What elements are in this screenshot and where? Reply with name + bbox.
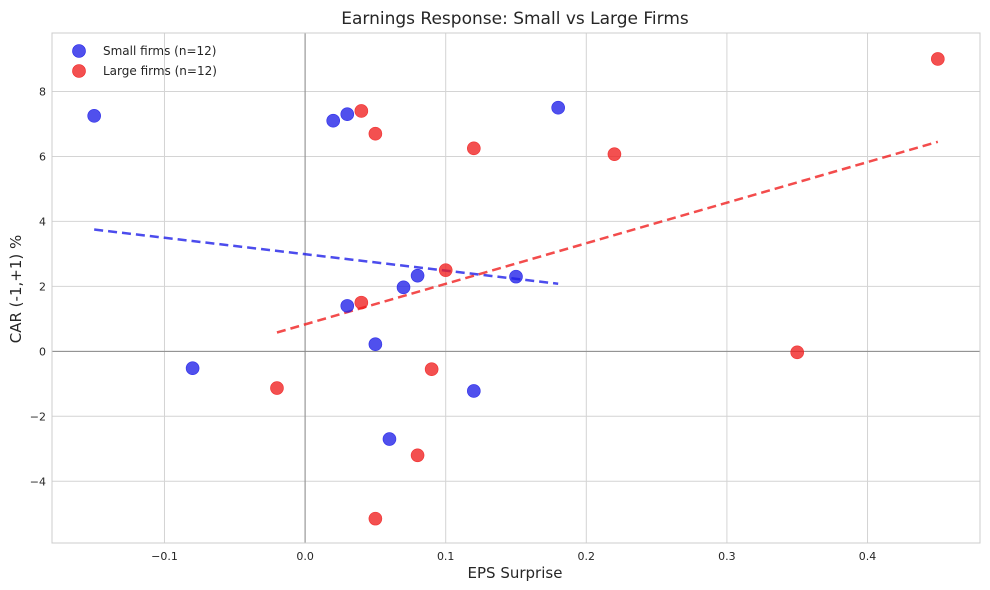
y-tick-label: −2 (30, 410, 46, 423)
x-tick-label: 0.1 (437, 550, 455, 563)
point-small-firms (509, 269, 523, 284)
point-large-firms (270, 381, 284, 395)
point-small-firms (340, 107, 355, 122)
y-tick-label: 0 (39, 345, 46, 358)
trend-lines (94, 140, 939, 334)
y-tick-label: 8 (39, 85, 46, 98)
point-small-firms (396, 280, 411, 295)
trend-line-large-firms (276, 140, 939, 334)
data-points (87, 52, 945, 526)
point-small-firms (340, 299, 355, 313)
point-small-firms (410, 268, 425, 283)
plot-frame (51, 32, 981, 544)
y-tick-label: −4 (30, 475, 46, 488)
chart-title: Earnings Response: Small vs Large Firms (341, 9, 689, 29)
x-tick-label: −0.1 (151, 550, 178, 563)
x-tick-label: 0.2 (578, 550, 596, 563)
point-small-firms (551, 100, 565, 115)
zero-lines (52, 33, 980, 543)
trend-line-small-firms (94, 228, 559, 286)
point-large-firms (368, 126, 383, 141)
point-small-firms (368, 337, 383, 351)
point-large-firms (354, 295, 369, 310)
point-small-firms (87, 109, 101, 123)
legend-label-small-firms: Small firms (n=12) (103, 44, 216, 58)
point-small-firms (382, 432, 397, 446)
legend-marker-large-firms (72, 64, 86, 78)
point-large-firms (438, 263, 453, 277)
point-large-firms (467, 141, 481, 156)
point-small-firms (326, 113, 341, 128)
legend-label-large-firms: Large firms (n=12) (103, 64, 217, 78)
point-small-firms (185, 361, 200, 376)
x-tick-label: 0.3 (718, 550, 736, 563)
x-tick-label: 0.4 (859, 550, 877, 563)
point-large-firms (354, 104, 369, 118)
legend-marker-small-firms (72, 44, 86, 58)
y-tick-labels: −4 −2 0 2 4 6 8 (30, 85, 46, 488)
point-large-firms (790, 345, 805, 360)
y-tick-label: 2 (39, 280, 46, 293)
y-tick-label: 4 (39, 215, 46, 228)
legend: Small firms (n=12) Large firms (n=12) (72, 44, 217, 78)
point-large-firms (607, 147, 622, 161)
x-axis-title: EPS Surprise (468, 564, 563, 582)
x-tick-labels: −0.1 0.0 0.1 0.2 0.3 0.4 (151, 550, 876, 563)
y-axis-title: CAR (-1,+1) % (7, 235, 25, 344)
y-tick-label: 6 (39, 150, 46, 163)
x-tick-label: 0.0 (296, 550, 314, 563)
point-large-firms (424, 362, 439, 377)
point-large-firms (931, 52, 945, 66)
point-large-firms (368, 511, 383, 526)
point-small-firms (467, 384, 481, 398)
point-large-firms (410, 448, 425, 463)
